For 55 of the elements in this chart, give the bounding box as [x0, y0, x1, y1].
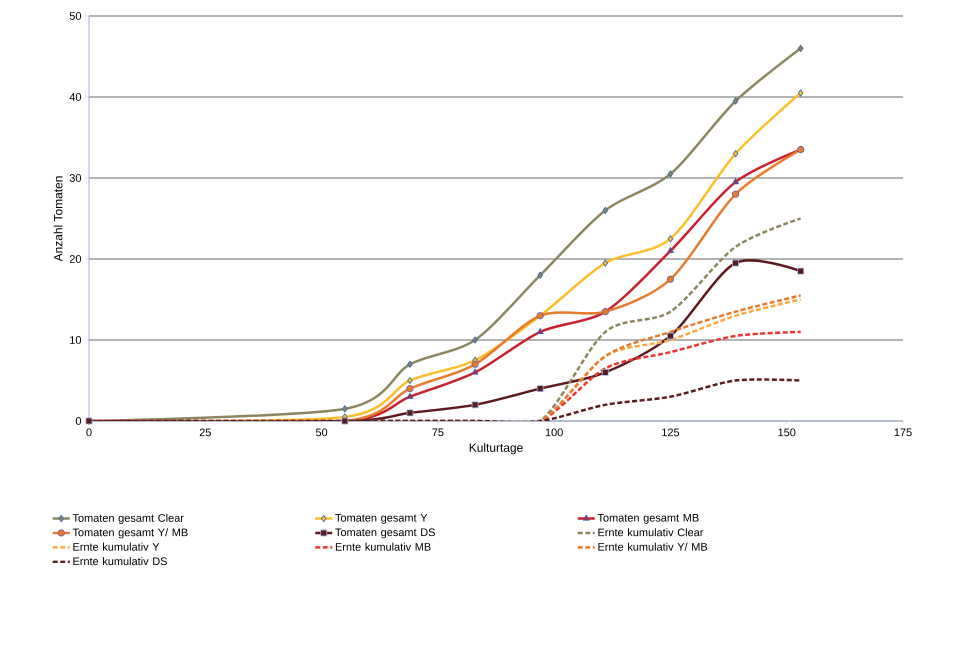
y-tick-label: 40 — [70, 93, 82, 101]
point — [602, 369, 609, 376]
point — [602, 259, 608, 267]
x-axis-title: Kulturtage — [470, 443, 523, 454]
point — [406, 385, 414, 392]
x-tick-label: 150 — [778, 428, 796, 436]
point — [798, 44, 804, 52]
point — [536, 385, 544, 392]
y-tick-label: 10 — [70, 336, 82, 344]
legend-label: Tomaten gesamt Y/ MB — [72, 528, 188, 538]
legend-label: Tomaten gesamt Y — [335, 514, 428, 524]
point — [342, 405, 348, 412]
point — [406, 410, 414, 416]
point — [407, 360, 413, 368]
point — [537, 272, 543, 279]
point — [472, 401, 478, 408]
point — [602, 206, 608, 214]
x-tick-label: 50 — [316, 428, 328, 436]
y-tick-label: 20 — [70, 255, 82, 263]
legend-label: Tomaten gesamt DS — [335, 528, 435, 538]
legend-label: Ernte kumulativ MB — [336, 542, 431, 551]
point — [798, 89, 804, 97]
y-axis-title: Anzahl Tomaten — [54, 176, 62, 262]
legend-label: Ernte kumulativ Y — [73, 542, 160, 551]
point — [732, 190, 740, 198]
x-tick-label: 75 — [432, 428, 444, 436]
point — [471, 360, 479, 368]
x-tick-label: 175 — [894, 428, 912, 436]
x-tick-label: 0 — [86, 428, 92, 436]
point — [667, 332, 674, 340]
point — [668, 235, 674, 242]
point — [732, 97, 738, 105]
point — [797, 268, 804, 275]
x-tick-label: 25 — [200, 428, 211, 436]
y-tick-label: 30 — [70, 174, 82, 182]
legend-label: Tomaten gesamt Clear — [72, 514, 184, 524]
point — [732, 178, 739, 184]
point — [732, 150, 738, 158]
point — [536, 328, 544, 334]
point — [666, 276, 674, 283]
y-tick-label: 0 — [76, 417, 82, 425]
point — [668, 170, 674, 178]
y-tick-label: 50 — [70, 12, 82, 20]
legend-label: Tomaten gesamt MB — [598, 514, 699, 524]
legend-label: Ernte kumulativ DS — [73, 557, 167, 566]
point — [472, 336, 478, 344]
point — [472, 368, 478, 375]
point — [732, 260, 739, 266]
legend-label: Ernte kumulativ Y/ MB — [598, 542, 708, 551]
point — [406, 392, 414, 399]
x-tick-label: 100 — [546, 428, 563, 436]
point — [667, 247, 674, 254]
point — [407, 376, 413, 384]
legend-label: Ernte kumulativ Clear — [598, 528, 704, 536]
x-tick-label: 125 — [662, 428, 680, 436]
